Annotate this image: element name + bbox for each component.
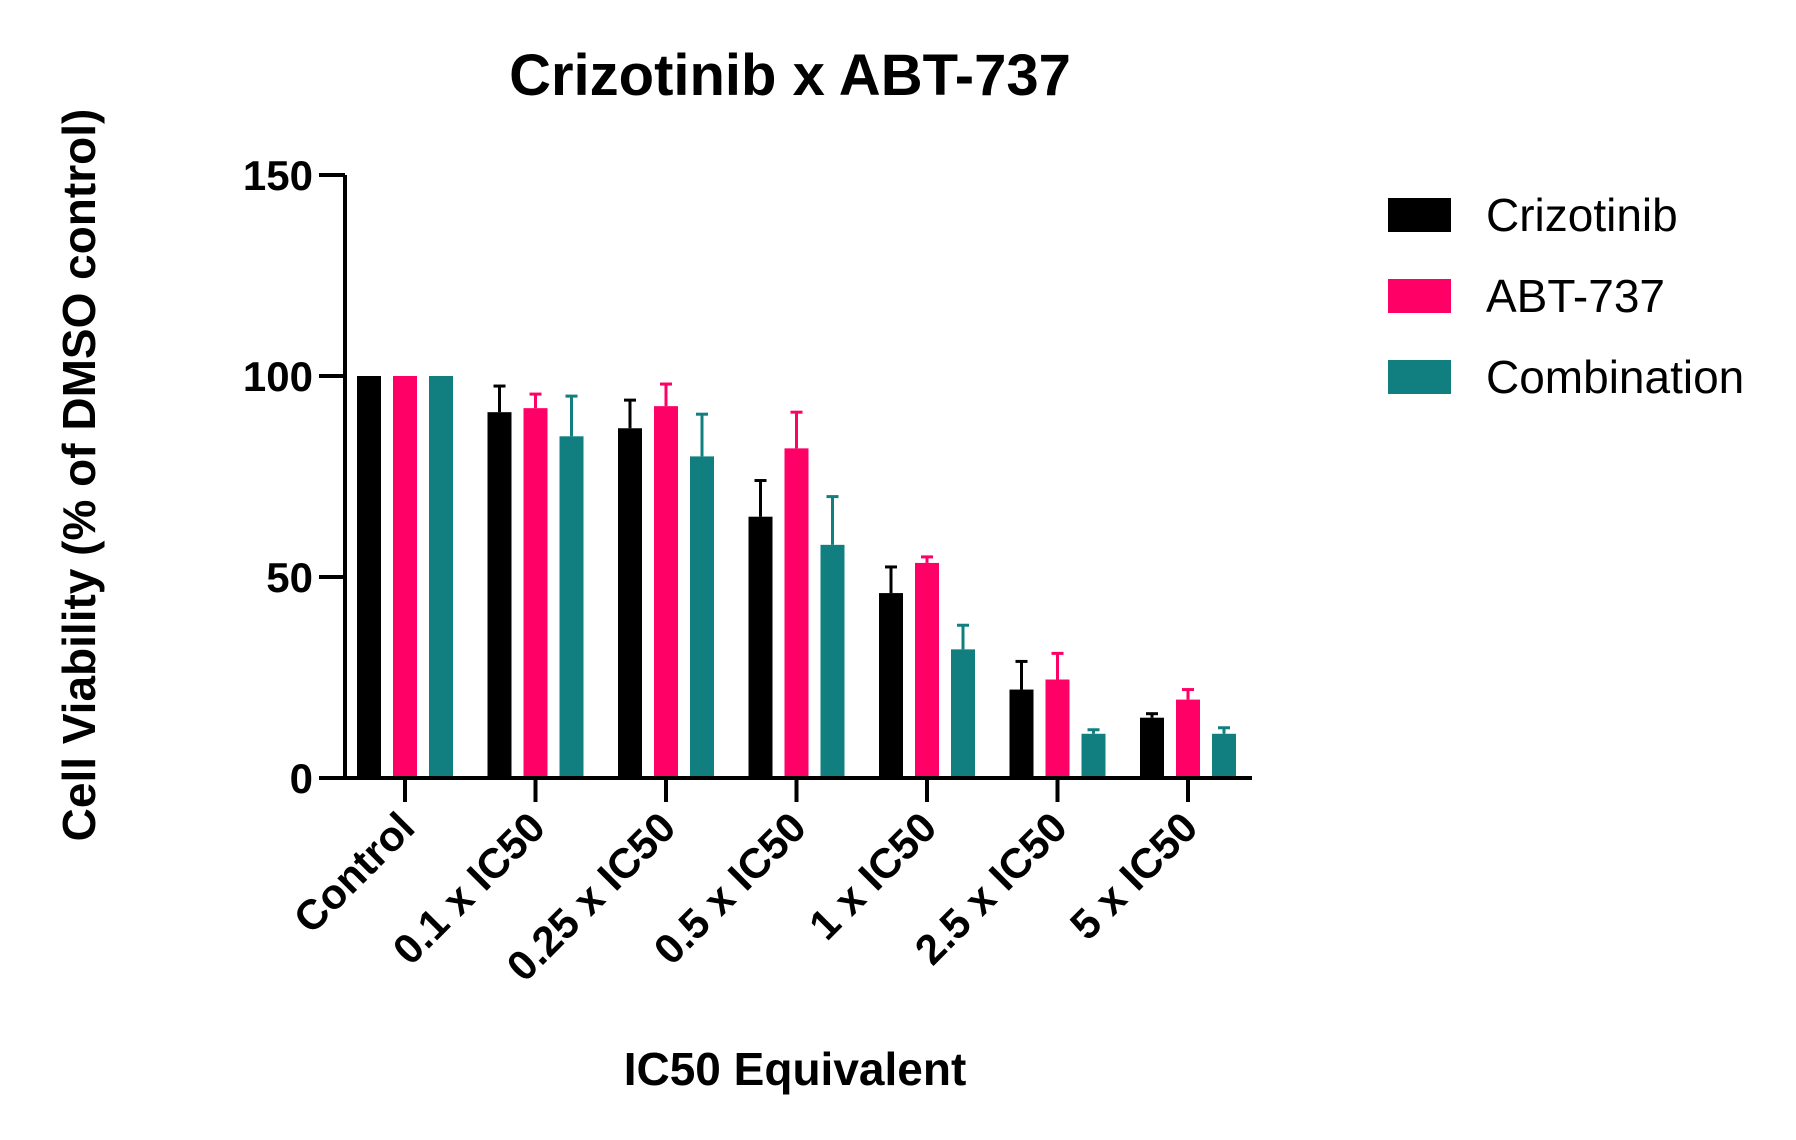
bar [1140,717,1164,778]
y-tick-label: 150 [243,152,313,199]
bar [654,406,678,778]
bar [879,593,903,778]
x-tick-label: 5 x IC50 [1061,803,1207,949]
legend-swatch [1388,360,1451,394]
bar [1081,733,1106,778]
bar [820,544,845,778]
bar [559,436,584,778]
bar [1009,689,1034,778]
y-tick-label: 100 [243,353,313,400]
y-axis-label: Cell Viability (% of DMSO control) [53,109,105,842]
y-tick-label: 50 [266,554,313,601]
bar [915,562,939,778]
legend-label: Combination [1486,351,1744,403]
bar [748,516,773,778]
legend-label: ABT-737 [1486,270,1665,322]
bar [429,376,453,778]
bars [357,376,1236,778]
bar [1176,699,1200,778]
y-ticks: 0 50 100 150 [243,152,345,802]
legend-label: Crizotinib [1486,189,1678,241]
chart-title: Crizotinib x ABT-737 [509,43,1071,108]
bar [357,376,381,778]
bar [487,412,512,778]
x-axis-label: IC50 Equivalent [624,1043,967,1095]
bar [523,408,548,778]
error-bars [493,382,1230,734]
legend-swatch [1388,279,1451,313]
bar [784,448,809,778]
y-tick-label: 0 [290,755,313,802]
bar [393,376,417,778]
bar [690,456,714,778]
bar [1045,679,1070,778]
bar [1212,733,1236,778]
legend-swatch [1388,198,1451,232]
bar [618,428,642,778]
bar [951,649,975,778]
legend: Crizotinib ABT-737 Combination [1388,189,1744,403]
